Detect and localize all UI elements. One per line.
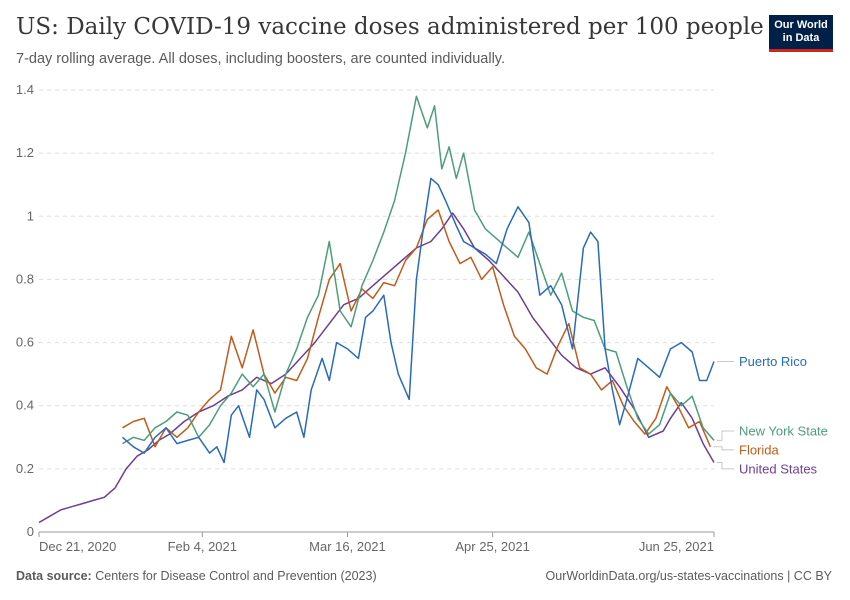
legend-label[interactable]: United States — [739, 461, 818, 476]
y-tick-label: 0.4 — [16, 398, 34, 413]
y-tick-label: 1 — [27, 208, 34, 223]
data-source: Data source: Centers for Disease Control… — [16, 569, 377, 583]
y-tick-label: 0.8 — [16, 271, 34, 286]
x-tick-label: Feb 4, 2021 — [168, 539, 237, 554]
legend-label[interactable]: Puerto Rico — [739, 354, 807, 369]
legend-connector — [717, 462, 734, 470]
y-tick-label: 0.6 — [16, 335, 34, 350]
x-tick-label: Jun 25, 2021 — [639, 539, 714, 554]
gridlines — [39, 89, 714, 533]
series-line-united-states[interactable] — [38, 212, 715, 524]
series-line-new-york-state[interactable] — [122, 95, 715, 445]
y-tick-label: 0 — [27, 524, 34, 539]
legend-connector — [713, 446, 734, 451]
logo-line-2: in Data — [782, 32, 820, 44]
x-tick-label: Dec 21, 2020 — [39, 539, 116, 554]
logo-line-1: Our World — [774, 19, 828, 31]
chart-subtitle: 7-day rolling average. All doses, includ… — [16, 51, 505, 67]
legend-label[interactable]: Florida — [739, 442, 780, 457]
y-axis-ticks: 0 0.2 0.4 0.6 0.8 1 1.2 1.4 — [16, 82, 34, 539]
url-license[interactable]: OurWorldinData.org/us-states-vaccination… — [545, 569, 832, 583]
x-tick-label: Apr 25, 2021 — [455, 539, 529, 554]
x-axis: Dec 21, 2020 Feb 4, 2021 Mar 16, 2021 Apr 2… — [38, 532, 715, 554]
legend-connector — [717, 430, 734, 441]
y-tick-label: 1.4 — [16, 82, 34, 97]
legend[interactable]: Puerto Rico New York State Florida United S… — [713, 354, 828, 476]
data-source-link[interactable]: Centers for Disease Control and Preventi… — [95, 569, 377, 583]
legend-label[interactable]: New York State — [739, 423, 828, 438]
series-line-florida[interactable] — [122, 209, 712, 448]
chart-title: US: Daily COVID-19 vaccine doses adminis… — [16, 14, 764, 40]
y-tick-label: 0.2 — [16, 461, 34, 476]
owid-logo[interactable]: Our World in Data — [769, 15, 833, 52]
y-tick-label: 1.2 — [16, 145, 34, 160]
x-tick-label: Mar 16, 2021 — [309, 539, 386, 554]
series-line-puerto-rico[interactable] — [122, 177, 715, 464]
data-source-label: Data source: — [16, 569, 92, 583]
series-lines[interactable] — [38, 95, 715, 524]
